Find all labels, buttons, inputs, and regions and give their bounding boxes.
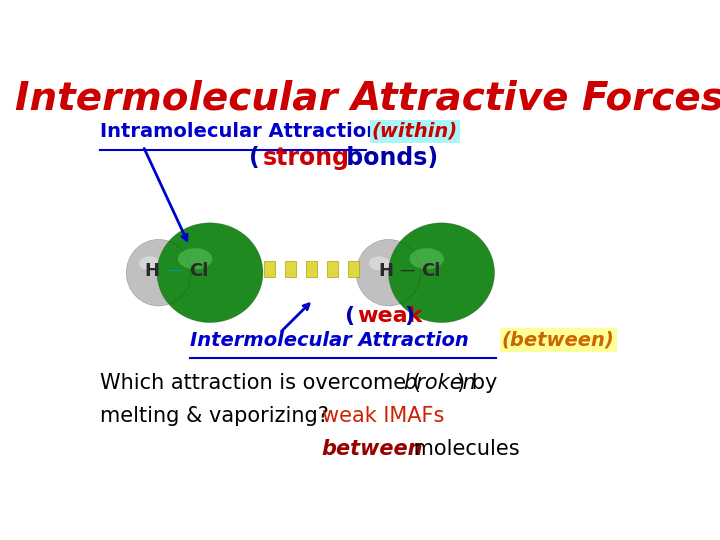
Ellipse shape bbox=[157, 223, 263, 322]
FancyBboxPatch shape bbox=[328, 261, 338, 277]
FancyBboxPatch shape bbox=[285, 261, 296, 277]
Text: broken: broken bbox=[404, 373, 477, 393]
Text: (: ( bbox=[249, 146, 260, 170]
Text: Which attraction is overcome (: Which attraction is overcome ( bbox=[100, 373, 421, 393]
Text: (between): (between) bbox=[502, 330, 615, 349]
Text: ) by: ) by bbox=[456, 373, 497, 393]
Ellipse shape bbox=[356, 239, 421, 306]
Text: weak IMAFs: weak IMAFs bbox=[322, 406, 444, 426]
Ellipse shape bbox=[389, 223, 495, 322]
FancyBboxPatch shape bbox=[348, 261, 359, 277]
Ellipse shape bbox=[178, 248, 212, 269]
Text: —: — bbox=[168, 263, 183, 278]
Text: ): ) bbox=[404, 306, 414, 326]
Text: Intermolecular Attractive Forces: Intermolecular Attractive Forces bbox=[14, 79, 720, 117]
Text: (within): (within) bbox=[372, 122, 458, 141]
Text: melting & vaporizing?: melting & vaporizing? bbox=[100, 406, 329, 426]
Ellipse shape bbox=[410, 248, 444, 269]
Text: Cl: Cl bbox=[189, 261, 209, 280]
Text: strong: strong bbox=[263, 146, 350, 170]
Text: molecules: molecules bbox=[407, 440, 520, 460]
Text: Intermolecular Attraction: Intermolecular Attraction bbox=[190, 330, 469, 349]
FancyBboxPatch shape bbox=[264, 261, 274, 277]
Text: H: H bbox=[145, 261, 159, 280]
Text: Intramolecular Attraction: Intramolecular Attraction bbox=[100, 122, 380, 141]
Text: between: between bbox=[322, 440, 423, 460]
Text: (: ( bbox=[344, 306, 354, 326]
FancyBboxPatch shape bbox=[306, 261, 317, 277]
Text: bonds): bonds) bbox=[338, 146, 438, 170]
Ellipse shape bbox=[139, 256, 160, 271]
Ellipse shape bbox=[369, 256, 390, 271]
Text: Cl: Cl bbox=[420, 261, 440, 280]
Text: —: — bbox=[399, 263, 414, 278]
Text: weak: weak bbox=[356, 306, 422, 326]
Ellipse shape bbox=[126, 239, 191, 306]
Text: H: H bbox=[378, 261, 393, 280]
